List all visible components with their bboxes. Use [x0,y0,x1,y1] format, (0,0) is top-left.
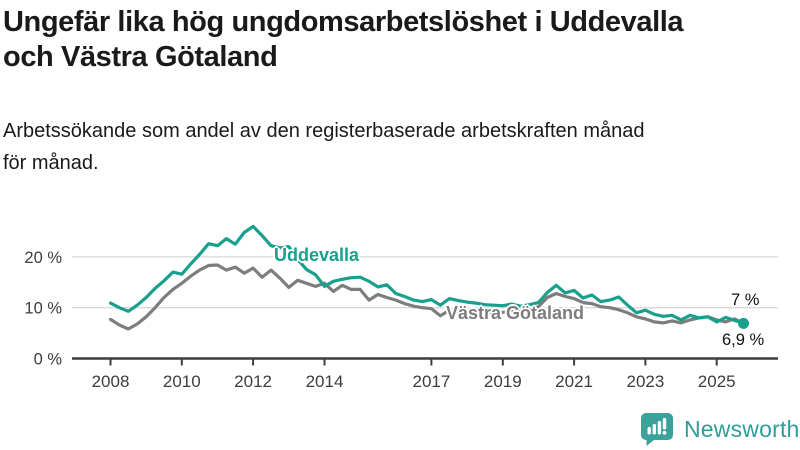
vastra-gotaland-line [108,263,746,331]
chart-subtitle: Arbetssökande som andel av den registerb… [3,115,797,179]
y-tick-label: 0 % [34,351,63,369]
title-line-1: Ungefär lika hög ungdomsarbetslöshet i U… [3,6,684,38]
bar-large [657,421,662,435]
subtitle-line-2: för månad. [3,152,99,174]
exclamation-stem [662,418,667,430]
x-tick-label: 2012 [234,372,272,391]
page-title: Ungefär lika hög ungdomsarbetslöshet i U… [3,5,797,75]
y-tick-label: 20 % [24,249,62,267]
brand-name: Newsworthy [684,415,800,442]
vastra-gotaland-series-label: Västra Götaland [446,303,585,323]
uddevalla-end-value: 6,9 % [722,331,765,349]
x-axis-labels: 2008 2010 2012 2014 2017 2019 2021 2023 2025 [92,372,736,391]
y-tick-label: 10 % [24,300,62,318]
x-tick-label: 2008 [92,372,130,391]
x-tick-label: 2017 [412,372,450,391]
uddevalla-series-label: Uddevalla [274,245,360,265]
axis-ticks [109,358,718,366]
x-tick-label: 2023 [626,372,664,391]
exclamation-dot [662,430,667,435]
y-axis-labels: 20 % 10 % 0 % [24,249,62,369]
x-tick-label: 2010 [163,372,201,391]
x-tick-label: 2014 [306,372,344,391]
vastra-gotaland-end-value: 7 % [731,291,760,309]
uddevalla-line [108,224,746,325]
bar-small [647,427,651,435]
newsworthy-logo-icon [641,413,673,446]
x-tick-label: 2019 [484,372,522,391]
title-line-2: och Västra Götaland [3,41,278,73]
x-tick-label: 2025 [698,372,736,391]
bar-medium [652,424,656,435]
uddevalla-end-dot [738,317,749,329]
x-tick-label: 2021 [555,372,593,391]
subtitle-line-1: Arbetssökande som andel av den registerb… [3,120,645,142]
brand-footer: Newsworthy [640,412,800,446]
